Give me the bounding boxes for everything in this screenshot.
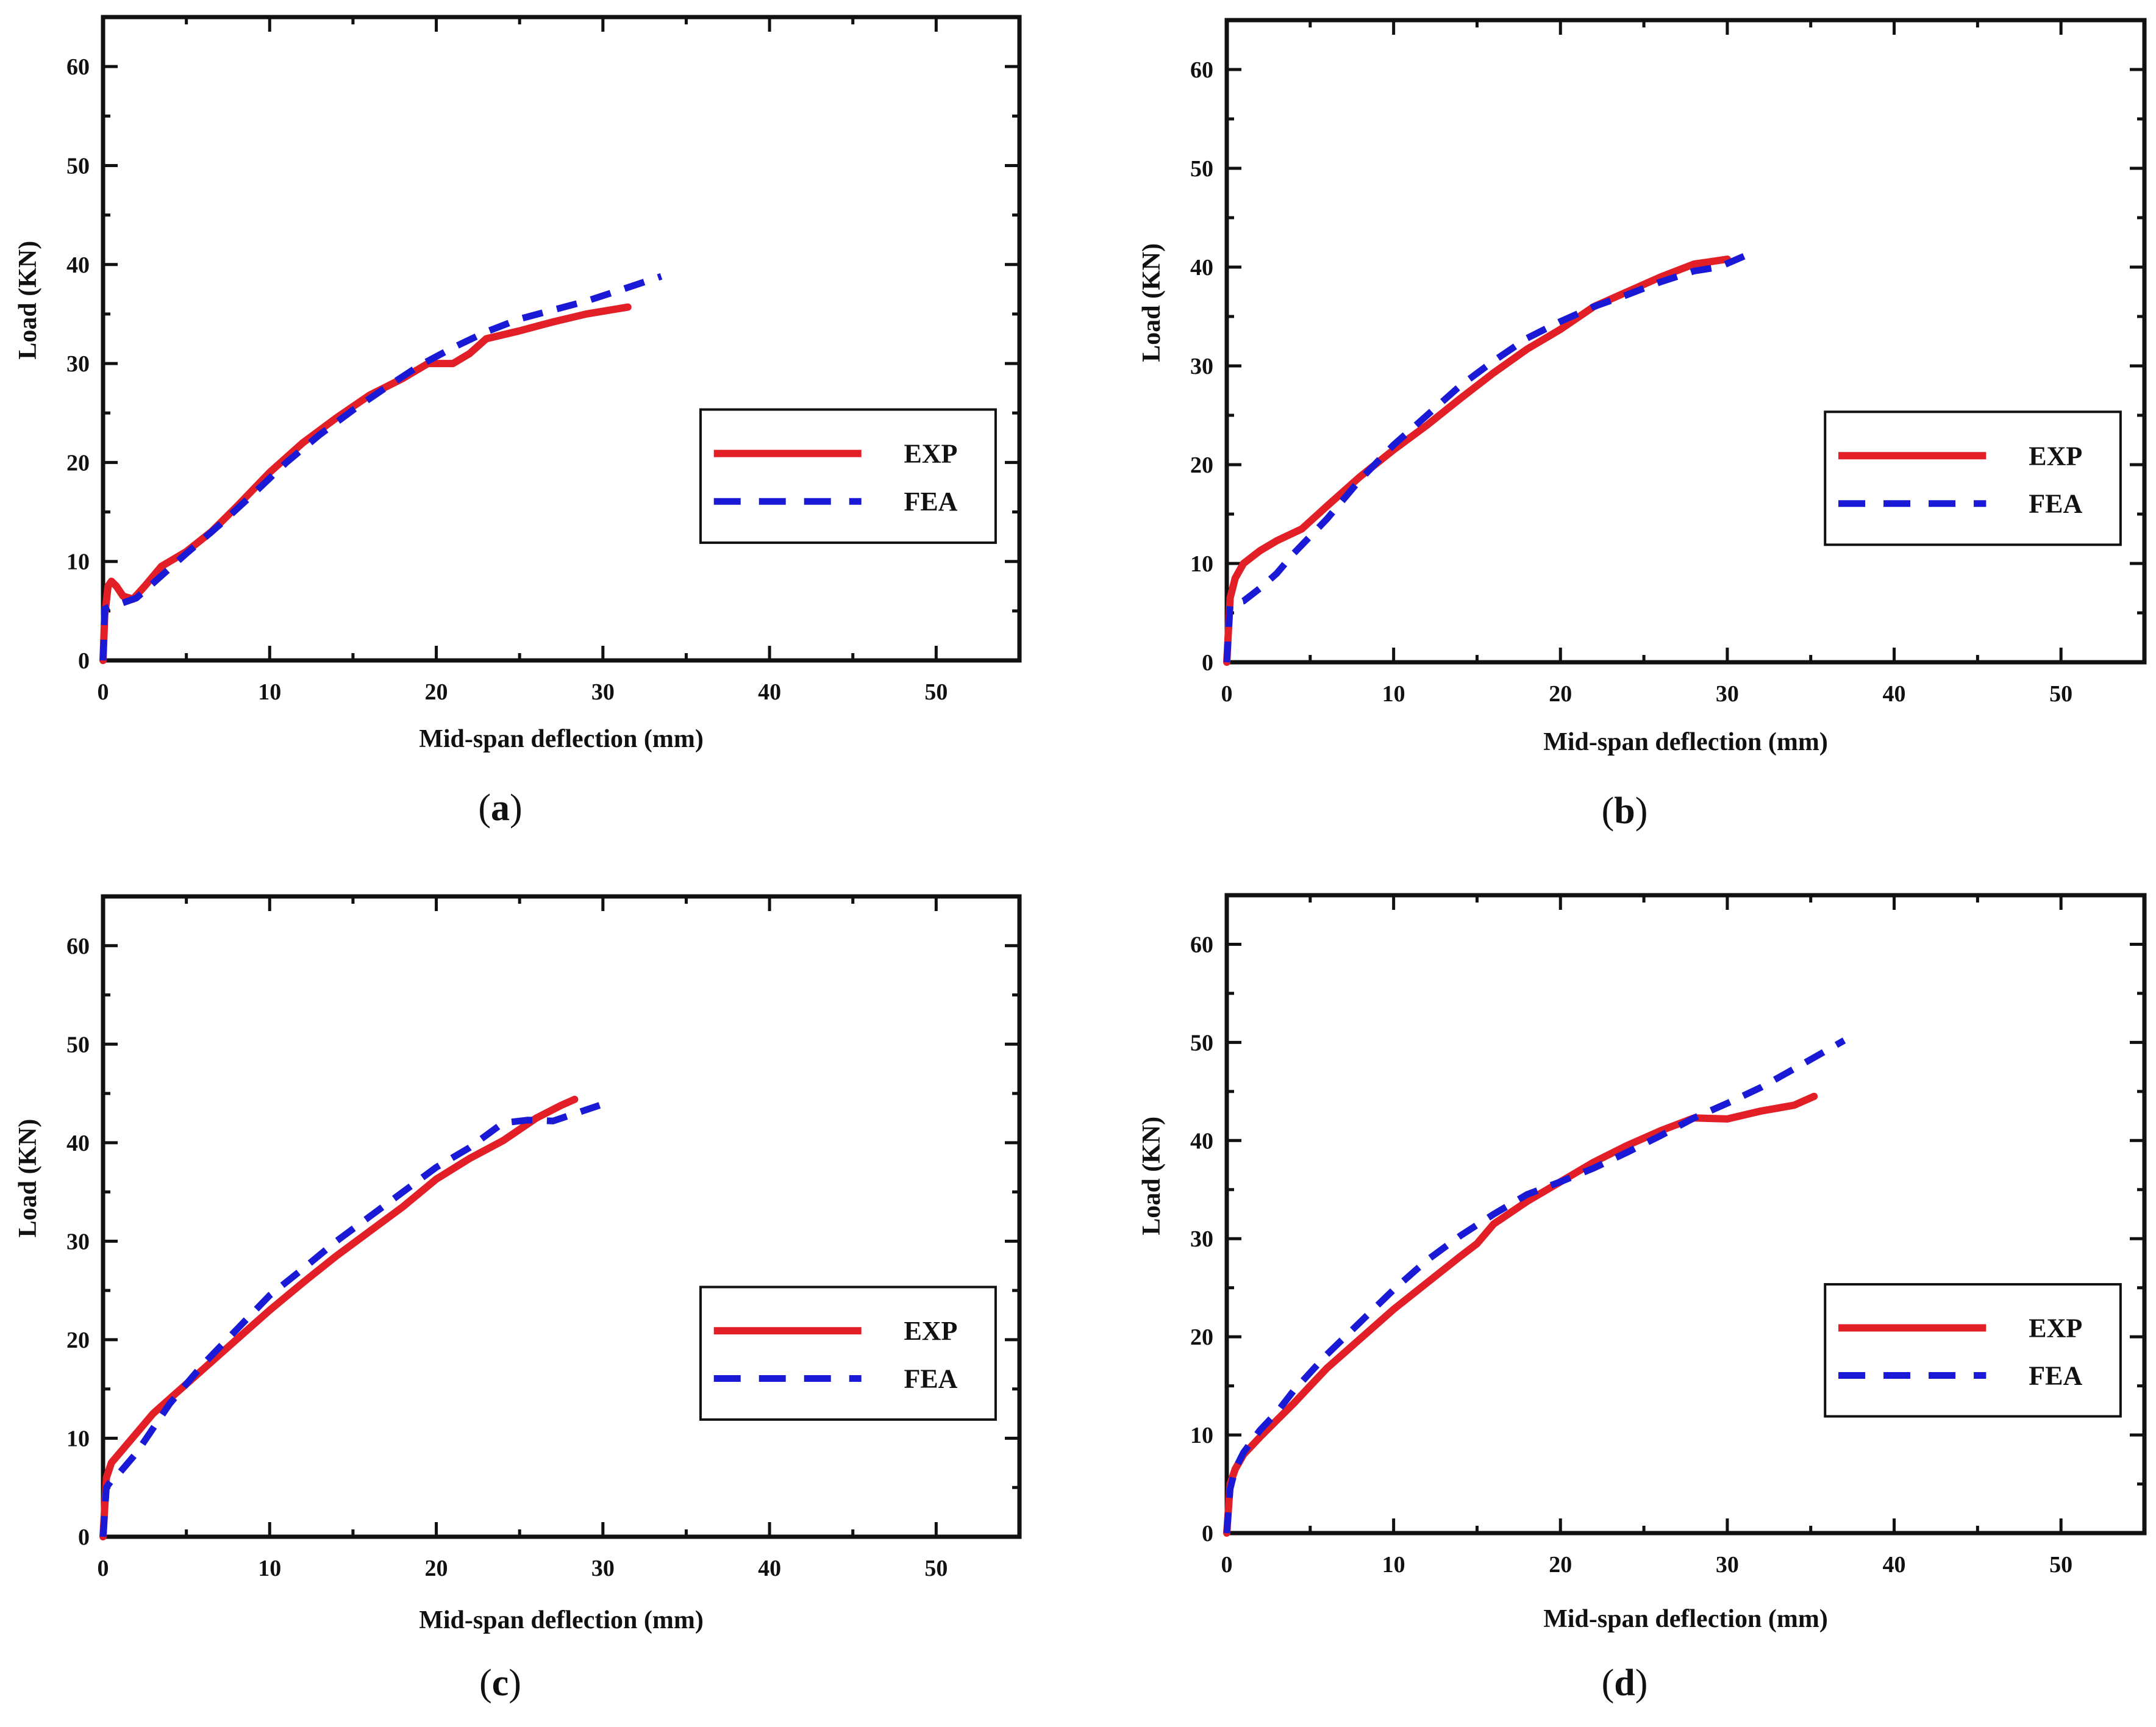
panel-caption: (a) (478, 787, 522, 829)
series-exp-line (1223, 256, 1731, 666)
panel-d: 0 10 20 30 40 50 0 10 20 30 40 50 60 Mid-span deflect… (1138, 893, 2147, 1704)
legend-exp-label: EXP (2029, 1314, 2082, 1343)
y-tick-label: 50 (66, 1032, 90, 1057)
y-tick-label: 30 (66, 1229, 90, 1254)
series-fea-line (99, 273, 663, 661)
legend-fea-label: FEA (904, 487, 957, 517)
y-tick-label: 40 (1190, 255, 1213, 281)
panel-b: 0 10 20 30 40 50 0 10 20 30 40 50 60 Mid-span deflect… (1138, 18, 2147, 832)
x-tick-label: 40 (758, 1556, 781, 1581)
y-tick-label: 10 (1190, 551, 1213, 577)
legend-exp-label: EXP (904, 439, 957, 469)
x-tick-label: 0 (1221, 681, 1233, 707)
y-axis-title: Load (KN) (14, 241, 42, 360)
x-tick-label: 20 (425, 679, 448, 705)
panel-caption-letter: c (492, 1662, 509, 1704)
panel-c: 0 10 20 30 40 50 0 10 20 30 40 50 60 Mid-span deflect… (14, 894, 1022, 1704)
legend-fea-label: FEA (2029, 1361, 2082, 1390)
x-tick-label: 20 (1549, 1552, 1572, 1578)
x-tick-label: 30 (591, 679, 615, 705)
x-axis-title: Mid-span deflection (mm) (1543, 728, 1828, 756)
y-tick-label: 0 (1202, 650, 1213, 676)
y-tick-label: 0 (78, 648, 90, 674)
legend-box (699, 408, 997, 544)
panel-a: 0 10 20 30 40 50 0 10 20 30 40 50 60 Mid-span deflect… (14, 15, 1022, 829)
y-tick-label: 40 (66, 1131, 90, 1156)
x-tick-label: 40 (1883, 1552, 1906, 1578)
x-tick-label: 10 (258, 679, 281, 705)
y-tick-label: 20 (1190, 1325, 1213, 1350)
y-tick-label: 10 (66, 1426, 90, 1451)
x-tick-label: 0 (98, 1556, 109, 1581)
legend-box (1824, 1283, 2122, 1418)
x-tick-label: 50 (924, 679, 948, 705)
y-tick-label: 0 (78, 1525, 90, 1550)
x-tick-label: 50 (2049, 681, 2072, 707)
x-tick-label: 50 (2049, 1552, 2072, 1578)
x-tick-label: 30 (591, 1556, 615, 1581)
x-tick-label: 10 (258, 1556, 281, 1581)
legend-exp-label: EXP (904, 1316, 957, 1346)
series-fea-line (99, 1102, 601, 1537)
plot-frame (1224, 893, 2147, 1536)
plot-frame (101, 15, 1022, 663)
y-axis-title: Load (KN) (1138, 243, 1166, 362)
y-tick-label: 20 (1190, 452, 1213, 478)
panel-caption: (c) (479, 1662, 521, 1704)
legend-box (1824, 410, 2122, 546)
y-tick-label: 0 (1202, 1521, 1213, 1546)
y-tick-label: 50 (1190, 1030, 1213, 1056)
legend-fea-label: FEA (2029, 489, 2082, 519)
y-tick-label: 50 (1190, 156, 1213, 182)
y-tick-label: 60 (1190, 932, 1213, 957)
x-tick-label: 30 (1716, 681, 1739, 707)
series-exp-line (99, 1095, 579, 1540)
y-tick-label: 30 (66, 351, 90, 377)
y-tick-label: 60 (66, 934, 90, 959)
x-axis-title: Mid-span deflection (mm) (419, 725, 704, 753)
y-tick-label: 60 (1190, 57, 1213, 83)
plot-frame (1224, 18, 2147, 665)
legend-fea-label: FEA (904, 1364, 957, 1393)
plot-frame (101, 894, 1022, 1539)
y-tick-label: 40 (66, 252, 90, 278)
y-tick-label: 40 (1190, 1128, 1213, 1154)
y-tick-label: 60 (66, 54, 90, 80)
x-tick-label: 40 (758, 679, 781, 705)
x-tick-label: 0 (98, 679, 109, 705)
y-tick-label: 20 (66, 1328, 90, 1353)
x-tick-label: 40 (1883, 681, 1906, 707)
y-tick-label: 20 (66, 450, 90, 476)
y-tick-label: 10 (66, 549, 90, 575)
panel-caption: (b) (1602, 790, 1648, 832)
panel-caption-letter: a (491, 787, 510, 829)
legend-exp-label: EXP (2029, 441, 2082, 471)
x-axis-title: Mid-span deflection (mm) (1543, 1605, 1828, 1633)
x-tick-label: 50 (924, 1556, 948, 1581)
panel-caption-letter: b (1614, 790, 1635, 832)
x-tick-label: 30 (1716, 1552, 1739, 1578)
x-tick-label: 0 (1221, 1552, 1233, 1578)
series-fea-line (1223, 253, 1746, 663)
x-tick-label: 10 (1382, 681, 1405, 707)
x-tick-label: 20 (1549, 681, 1572, 707)
x-axis-title: Mid-span deflection (mm) (419, 1606, 704, 1634)
y-tick-label: 30 (1190, 1226, 1213, 1252)
y-axis-title: Load (KN) (14, 1119, 42, 1238)
series-fea-line (1223, 1037, 1846, 1534)
x-tick-label: 10 (1382, 1552, 1405, 1578)
y-tick-label: 30 (1190, 354, 1213, 379)
series-exp-line (99, 303, 632, 664)
legend-box (699, 1285, 997, 1421)
panel-caption-letter: d (1614, 1662, 1635, 1704)
y-tick-label: 10 (1190, 1423, 1213, 1448)
y-tick-label: 50 (66, 153, 90, 179)
y-axis-title: Load (KN) (1138, 1117, 1166, 1235)
panel-caption: (d) (1602, 1662, 1648, 1704)
x-tick-label: 20 (425, 1556, 448, 1581)
